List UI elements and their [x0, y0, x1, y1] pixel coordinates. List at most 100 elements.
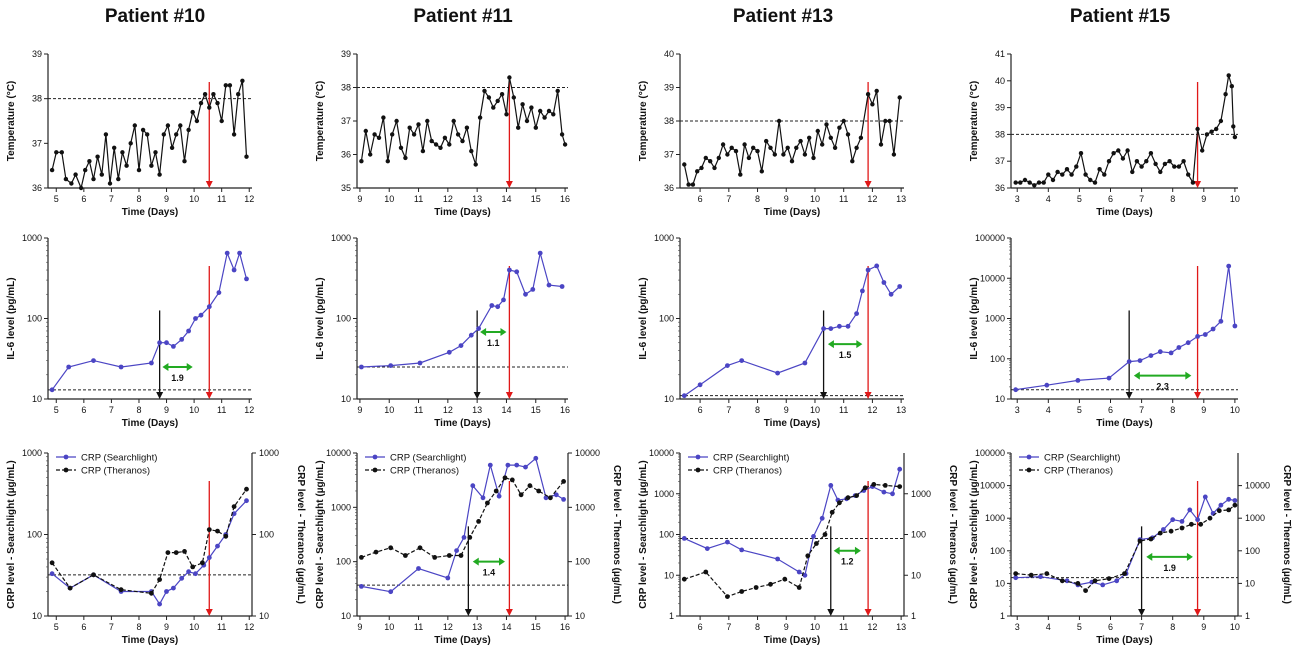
il6-p10-series-0-point-8 [179, 337, 185, 342]
crp-p10-ylabel-right: CRP level - Theranos (µg/mL) [295, 465, 306, 604]
temp-p10-xtick-label-7: 12 [244, 194, 254, 204]
crp-p11-series-1-point-7 [458, 553, 464, 558]
temp-p15-series-0-point-35 [1176, 164, 1182, 169]
crp-p13-ylabel: CRP level - Searchlight (µg/mL) [638, 460, 649, 608]
temp-p13-series-0-point-2 [690, 182, 696, 187]
temp-p15-series-0-point-13 [1074, 164, 1079, 169]
temp-p11-xtick-label-4: 13 [472, 194, 482, 204]
temp-p15-xtick-label-0: 3 [1015, 194, 1020, 204]
temp-p13-ytick-label-3: 39 [664, 83, 674, 93]
temp-p10-series-0-point-13 [107, 181, 113, 186]
temp-p13-series-0-point-9 [720, 142, 726, 147]
temp-p10-series-0-point-34 [194, 118, 200, 124]
crp-p11-series-1-point-3 [403, 553, 408, 558]
crp-p13-ytick-right-label-3: 1000 [911, 489, 931, 499]
temp-p13-ylabel: Temperature (°C) [638, 81, 649, 162]
temp-p11-series-0-point-8 [394, 118, 399, 124]
temp-p15-series-0-point-0 [1013, 180, 1018, 185]
il6-p11-xtick-label-5: 14 [501, 405, 511, 415]
crp-p11-xtick-label-0: 9 [357, 622, 362, 632]
temp-p13-series-0-point-20 [768, 145, 773, 150]
temp-p11-xlabel: Time (Days) [434, 207, 491, 218]
temp-p15-series-0-point-36 [1181, 159, 1186, 164]
il6-p10-series-0-point-14 [224, 250, 230, 256]
crp-p15-xtick-label-1: 4 [1046, 622, 1051, 632]
crp-p11-series-0-line [361, 457, 564, 593]
temp-p10-xlabel: Time (Days) [122, 207, 179, 218]
temp-p13-series-0-point-44 [874, 88, 879, 94]
il6-p10-series-0-point-13 [216, 290, 222, 295]
crp-p15-series-1-point-10 [1148, 536, 1154, 542]
crp-p13-legend-dot-0 [695, 454, 701, 460]
crp-p15-ytick-label-1: 10 [995, 578, 1005, 588]
temp-p11-series-0-point-2 [368, 152, 373, 157]
il6-p11-series-0-point-1 [388, 363, 394, 368]
il6-p10-xtick-label-2: 7 [109, 405, 114, 415]
il6-p15-series-0-point-0 [1013, 387, 1019, 393]
temp-p10-series-0-point-3 [63, 176, 69, 182]
crp-p13-xtick-label-4: 10 [810, 622, 820, 632]
temp-p11-xtick-label-3: 12 [443, 194, 453, 204]
crp-p15-xtick-label-5: 8 [1170, 622, 1175, 632]
il6-p13-interval-head-right [856, 340, 863, 349]
temp-p13-series-0-point-46 [883, 118, 888, 124]
crp-p15-marker-arrow-0 [1138, 609, 1146, 616]
il6-p13-series-0-line [683, 265, 901, 397]
temp-p11-series-0-point-39 [529, 105, 534, 110]
temp-p11-series-0-point-3 [372, 132, 377, 137]
il6-p10-xtick-label-1: 6 [81, 405, 86, 415]
crp-p11-series-0-point-13 [533, 455, 539, 461]
il6-p10-ytick-label-0: 10 [32, 394, 42, 404]
crp-p11-series-1-point-9 [476, 519, 481, 524]
crp-p15-series-0-point-12 [1179, 519, 1185, 524]
crp-p15-series-0-point-6 [1114, 578, 1120, 584]
temp-p10-series-0-point-28 [169, 145, 175, 150]
temp-p13-marker-arrow-0 [864, 181, 872, 188]
il6-p11-xtick-label-6: 15 [531, 405, 541, 415]
temp-p11-series-0-point-31 [495, 98, 500, 104]
temp-p13-series-0-point-41 [858, 135, 864, 140]
il6-p15-series-0-point-12 [1202, 332, 1208, 337]
il6-p11-xtick-label-4: 13 [472, 405, 482, 415]
temp-p10-xtick-label-1: 6 [81, 194, 86, 204]
temp-p11-series-0-point-37 [520, 102, 525, 107]
crp-p11-ytick-label-2: 1000 [331, 502, 351, 512]
crp-p15-series-1-point-18 [1226, 507, 1232, 513]
temp-p10-series-0-point-24 [153, 150, 158, 155]
temp-p13-xtick-label-5: 11 [839, 194, 848, 204]
temp-p15-ytick-label-2: 38 [995, 129, 1005, 139]
temp-p10-series-0-point-29 [174, 132, 179, 137]
crp-p11-series-0-point-6 [470, 483, 476, 489]
crp-p11-series-1-point-18 [561, 479, 566, 484]
temp-p13-xlabel: Time (Days) [764, 207, 821, 218]
il6-p10-series-0-point-0 [49, 387, 55, 393]
crp-p15-series-1-point-17 [1216, 508, 1222, 514]
crp-p10-series-0-point-9 [186, 569, 192, 575]
temp-p10-series-0-point-7 [83, 167, 88, 173]
crp-p11-series-0-point-16 [561, 497, 566, 502]
crp-p13-series-0-point-15 [881, 489, 887, 495]
crp-p10-series-1-point-10 [200, 560, 205, 566]
temp-p11-series-0-point-27 [477, 115, 483, 120]
crp-p11-series-1-point-6 [446, 553, 452, 558]
crp-p11-interval-head-right [498, 557, 505, 566]
temp-p10-series-0-point-27 [165, 123, 171, 128]
temp-p13-series-0-point-11 [729, 145, 734, 150]
il6-p11-series-0-point-9 [501, 297, 506, 303]
temp-p15-ytick-label-0: 36 [995, 183, 1005, 193]
il6-p11-series-0-point-14 [537, 250, 543, 256]
crp-p15-interval-head-right [1186, 552, 1193, 561]
il6-p10-xtick-label-7: 12 [244, 405, 254, 415]
crp-p13-ytick-label-2: 100 [659, 530, 674, 540]
temp-p10-series-0-point-2 [59, 150, 64, 155]
il6-p15-series-0-point-15 [1226, 263, 1232, 269]
temp-p15-series-0-point-27 [1139, 164, 1144, 169]
crp-p13-series-1-point-15 [862, 485, 868, 491]
temp-p13-series-0-point-22 [776, 118, 782, 124]
temp-p15-marker-arrow-0 [1194, 181, 1202, 188]
temp-p15-series-0-point-16 [1088, 177, 1093, 183]
temp-p11-marker-arrow-0 [505, 181, 513, 188]
temp-p11-series-0-point-42 [542, 115, 547, 120]
temp-p11-xtick-label-7: 16 [560, 194, 570, 204]
crp-p13-series-1-point-2 [725, 594, 730, 599]
